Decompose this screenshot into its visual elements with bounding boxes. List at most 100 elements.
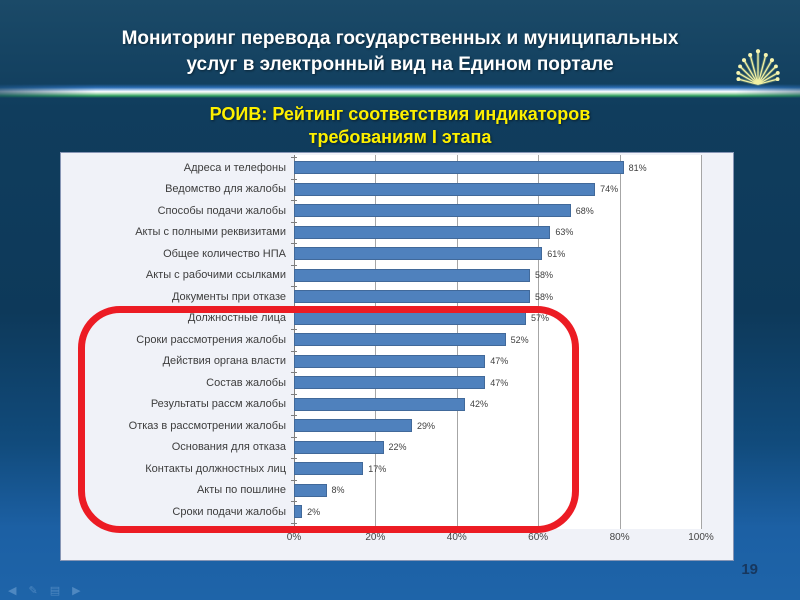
slide-title-line2: услуг в электронный вид на Едином портал… bbox=[186, 53, 614, 75]
category-label: Состав жалобы bbox=[206, 376, 286, 389]
axis-tick bbox=[291, 243, 297, 244]
chart-row: Акты по пошлине 8% bbox=[61, 480, 735, 502]
bar bbox=[294, 268, 531, 282]
value-label: 47% bbox=[490, 356, 509, 367]
axis-tick bbox=[291, 501, 297, 502]
bar-area: 58% bbox=[294, 265, 701, 287]
bar-area: 68% bbox=[294, 200, 701, 222]
slide-subtitle-line2: требованиям I этапа bbox=[308, 126, 492, 147]
x-axis-labels: 0% 20% 40% 60% 80% 100% bbox=[61, 532, 735, 548]
bar bbox=[294, 225, 551, 239]
chart-row: Должностные лица 57% bbox=[61, 308, 735, 330]
category-label: Акты с полными реквизитами bbox=[135, 226, 286, 239]
value-label: 29% bbox=[417, 420, 436, 431]
bar-area: 8% bbox=[294, 480, 701, 502]
category-label: Контакты должностных лиц bbox=[145, 462, 286, 475]
axis-tick bbox=[291, 200, 297, 201]
bar bbox=[294, 397, 465, 411]
menu-icon[interactable]: ▤ bbox=[49, 585, 61, 597]
bar bbox=[294, 462, 364, 476]
axis-tick bbox=[291, 372, 297, 373]
slide-title-line1: Мониторинг перевода государственных и му… bbox=[121, 28, 679, 49]
bar bbox=[294, 376, 486, 390]
value-label: 22% bbox=[388, 442, 407, 453]
forward-arrow-icon[interactable]: ▶ bbox=[72, 585, 81, 597]
slide-title: Мониторинг перевода государственных и му… bbox=[50, 26, 750, 77]
category-label: Ведомство для жалобы bbox=[165, 183, 286, 196]
slide-subtitle-line1: РОИВ: Рейтинг соответствия индикаторов bbox=[209, 104, 591, 124]
value-label: 57% bbox=[530, 313, 549, 324]
axis-tick bbox=[291, 178, 297, 180]
bar-area: 47% bbox=[294, 351, 701, 373]
axis-tick bbox=[291, 329, 297, 330]
x-tick-label: 60% bbox=[528, 532, 549, 543]
gridline bbox=[619, 155, 621, 529]
gridline bbox=[701, 155, 702, 529]
page-number: 19 bbox=[741, 561, 758, 578]
category-label: Сроки рассмотрения жалобы bbox=[136, 333, 286, 346]
slideshow-nav: ◀ ✎ ▤ ▶ bbox=[8, 584, 81, 597]
chart-row: Способы подачи жалобы 68% bbox=[61, 200, 735, 222]
chart-row: Адреса и телефоны 81% bbox=[61, 157, 735, 179]
category-label: Основания для отказа bbox=[171, 441, 286, 454]
category-label: Сроки подачи жалобы bbox=[172, 505, 286, 518]
slide-subtitle: РОИВ: Рейтинг соответствия индикаторов т… bbox=[70, 103, 730, 148]
axis-tick bbox=[291, 221, 297, 223]
axis-tick bbox=[291, 350, 297, 352]
category-label: Адреса и телефоны bbox=[183, 161, 286, 174]
bar-area: 81% bbox=[294, 157, 701, 179]
chart-rows: Адреса и телефоны 81% Ведомство для жалобы… bbox=[61, 157, 735, 523]
bar bbox=[294, 333, 506, 347]
value-label: 47% bbox=[490, 377, 509, 388]
chart-row: Отказ в рассмотрении жалобы 29% bbox=[61, 415, 735, 437]
value-label: 81% bbox=[628, 162, 647, 173]
category-label: Отказ в рассмотрении жалобы bbox=[128, 419, 286, 432]
bar-area: 58% bbox=[294, 286, 701, 308]
bar-area: 52% bbox=[294, 329, 701, 351]
value-label: 68% bbox=[575, 205, 594, 216]
chart-row: Контакты должностных лиц 17% bbox=[61, 458, 735, 480]
value-label: 17% bbox=[368, 463, 387, 474]
axis-tick bbox=[291, 479, 297, 481]
category-label: Документы при отказе bbox=[171, 290, 286, 303]
back-arrow-icon[interactable]: ◀ bbox=[8, 585, 17, 597]
chart-row: Сроки рассмотрения жалобы 52% bbox=[61, 329, 735, 351]
bar-area: 47% bbox=[294, 372, 701, 394]
category-label: Способы подачи жалобы bbox=[157, 204, 286, 217]
category-label: Акты по пошлине bbox=[196, 484, 286, 497]
value-label: 58% bbox=[535, 270, 554, 281]
axis-tick bbox=[291, 522, 297, 524]
gridline bbox=[538, 155, 540, 529]
value-label: 74% bbox=[600, 184, 619, 195]
axis-tick bbox=[291, 436, 297, 438]
value-label: 2% bbox=[307, 506, 321, 517]
chart-row: Акты с рабочими ссылками 58% bbox=[61, 265, 735, 287]
chart-row: Документы при отказе 58% bbox=[61, 286, 735, 308]
chart-row: Общее количество НПА 61% bbox=[61, 243, 735, 265]
divider-stripe bbox=[0, 84, 800, 98]
bar bbox=[294, 419, 413, 433]
category-label: Акты с рабочими ссылками bbox=[145, 269, 286, 282]
bar-area: 63% bbox=[294, 222, 701, 244]
axis-tick bbox=[291, 458, 297, 459]
chart-row: Сроки подачи жалобы 2% bbox=[61, 501, 735, 523]
x-tick-label: 80% bbox=[609, 532, 630, 543]
fan-rays-icon bbox=[736, 49, 780, 86]
x-tick-label: 0% bbox=[286, 532, 302, 543]
bar bbox=[294, 311, 526, 325]
category-label: Результаты рассм жалобы bbox=[150, 398, 286, 411]
category-label: Должностные лица bbox=[187, 312, 286, 325]
bar-area: 42% bbox=[294, 394, 701, 416]
value-label: 42% bbox=[469, 399, 488, 410]
chart-row: Действия органа власти 47% bbox=[61, 351, 735, 373]
value-label: 52% bbox=[510, 334, 529, 345]
bar-area: 22% bbox=[294, 437, 701, 459]
chart-row: Состав жалобы 47% bbox=[61, 372, 735, 394]
bar bbox=[294, 290, 531, 304]
bar-area: 57% bbox=[294, 308, 701, 330]
category-label: Действия органа власти bbox=[162, 355, 286, 368]
pen-icon[interactable]: ✎ bbox=[28, 585, 38, 597]
bar-area: 17% bbox=[294, 458, 701, 480]
bar bbox=[294, 440, 384, 454]
